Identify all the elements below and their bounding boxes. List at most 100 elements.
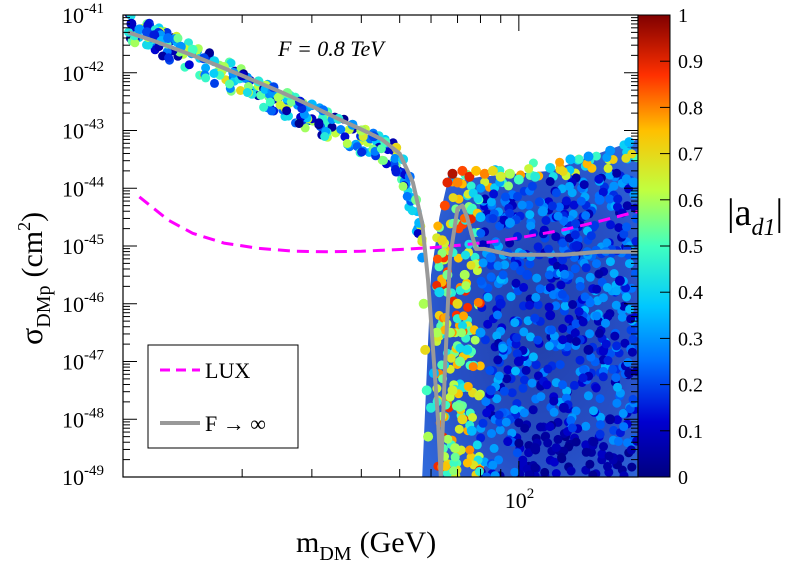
scatter-point-fill <box>585 298 595 308</box>
scatter-point-fill <box>443 434 453 444</box>
scatter-point-fill <box>591 151 601 161</box>
scatter-point <box>442 177 453 188</box>
scatter-point-band <box>320 132 330 141</box>
scatter-point-fill <box>519 282 529 292</box>
scatter-point-fill <box>622 292 631 302</box>
scatter-point-fill <box>585 459 595 469</box>
scatter-point-fill <box>621 174 631 184</box>
scatter-point-fill <box>603 356 613 365</box>
scatter-point-fill <box>531 292 541 302</box>
scatter-point-band <box>173 33 183 43</box>
y-tick-label: 10-43 <box>62 117 104 144</box>
scatter-point-fill <box>597 449 607 459</box>
scatter-point-fill <box>626 325 636 335</box>
scatter-point <box>126 18 137 29</box>
scatter-point-fill <box>576 196 586 206</box>
scatter-point-band <box>282 106 292 116</box>
scatter-point-band <box>209 69 219 78</box>
scatter-point-fill <box>531 360 541 370</box>
scatter-point-fill <box>519 408 529 418</box>
scatter-point-fill <box>606 349 616 358</box>
scatter-point-fill <box>549 396 559 406</box>
scatter-point-fill <box>502 374 512 384</box>
scatter-point <box>522 269 533 280</box>
scatter-point-band <box>398 181 408 191</box>
scatter-point-fill <box>473 297 483 307</box>
scatter-point-fill <box>545 177 555 186</box>
scatter-point-band <box>225 79 234 89</box>
y-tick-label: 10-47 <box>62 348 104 375</box>
scatter-point-band <box>210 78 219 88</box>
scatter-point-fill <box>488 460 498 470</box>
scatter-point-band <box>259 102 269 112</box>
scatter-point <box>426 402 436 413</box>
scatter-point-band <box>391 167 401 177</box>
scatter-point-fill <box>570 230 580 240</box>
scatter-point-fill <box>494 455 504 465</box>
scatter-point-fill <box>462 458 472 468</box>
scatter-point-fill <box>608 364 618 374</box>
y-tick-label: 10-42 <box>62 59 104 86</box>
scatter-point-band <box>273 92 283 102</box>
y-axis: 10-41 10-42 10-43 10-44 10-45 10-46 10-47 10-48… <box>62 1 638 490</box>
scatter-point-fill <box>627 347 637 357</box>
colorbar-ticks: 1 0.9 0.8 0.7 0.6 0.5 0.4 0.3 0.2 0.1 0 <box>660 5 703 489</box>
scatter-point-fill <box>474 466 484 476</box>
scatter-point-fill <box>578 373 588 383</box>
colorbar-tick-label: 0.1 <box>678 421 703 443</box>
scatter-point-band <box>143 20 153 30</box>
scatter-point <box>420 344 431 355</box>
scatter-point <box>565 154 576 165</box>
scatter-point-fill <box>544 302 554 312</box>
scatter-point <box>455 356 465 367</box>
scatter-point-fill <box>619 229 629 239</box>
scatter-point-fill <box>519 327 529 337</box>
scatter-point-fill <box>557 452 566 462</box>
scatter-point <box>452 298 463 309</box>
scatter-point-fill <box>581 263 591 273</box>
scatter-point-fill <box>583 391 593 401</box>
scatter-point <box>466 425 477 436</box>
colorbar-tick-label: 0.2 <box>678 375 703 397</box>
scatter-point-fill <box>533 300 543 310</box>
scatter-point-fill <box>611 300 621 310</box>
scatter-point <box>505 217 515 228</box>
scatter-point-fill <box>453 253 463 263</box>
scatter-point-fill <box>476 433 486 443</box>
scatter-point-fill <box>604 451 614 461</box>
scatter-point-fill <box>626 314 636 324</box>
scatter-point-band <box>402 191 412 201</box>
scatter-point-fill <box>493 355 503 365</box>
scatter-point-fill <box>575 355 585 365</box>
scatter-point-band <box>314 118 324 128</box>
scatter-point-fill <box>446 353 456 363</box>
scatter-point-fill <box>554 202 564 212</box>
scatter-point-fill <box>518 383 528 393</box>
scatter-point-band <box>184 60 194 70</box>
legend-lux-label: LUX <box>205 358 250 383</box>
scatter-point-fill <box>625 259 634 269</box>
scatter-point-fill <box>512 448 522 458</box>
scatter-point-fill <box>514 418 524 428</box>
scatter-point-fill <box>558 380 568 390</box>
scatter-point <box>418 298 429 309</box>
scatter-point-fill <box>470 252 480 262</box>
x-tick-label: 102 <box>505 486 535 513</box>
scatter-point <box>457 414 468 425</box>
scatter-point <box>462 344 473 355</box>
colorbar-label: |ad1| <box>727 192 783 241</box>
scatter-point-fill <box>530 463 540 473</box>
scatter-point-fill <box>540 467 550 477</box>
scatter-point-fill <box>560 269 570 279</box>
scatter-point-band <box>201 73 211 83</box>
scatter-point-fill <box>553 434 563 444</box>
scatter-point-fill <box>509 261 519 271</box>
scatter-point-fill <box>623 357 633 367</box>
scatter-point-fill <box>468 362 478 372</box>
scatter-point-fill <box>609 269 619 278</box>
scatter-point-fill <box>574 307 584 317</box>
scatter-point-fill <box>521 365 531 375</box>
scatter-point <box>624 368 635 379</box>
scatter-point-fill <box>463 382 473 391</box>
scatter-point-fill <box>512 333 522 343</box>
